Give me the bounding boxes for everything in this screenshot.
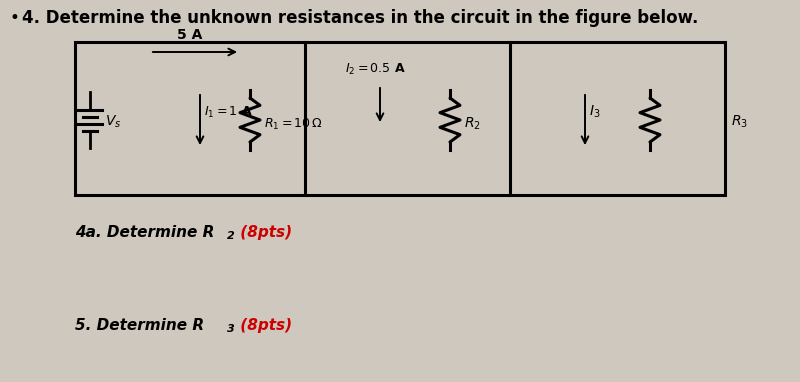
Text: 5 A: 5 A (178, 28, 202, 42)
Text: 4. Determine the unknown resistances in the circuit in the figure below.: 4. Determine the unknown resistances in … (22, 9, 698, 27)
Text: (8pts): (8pts) (235, 225, 292, 240)
Text: 2: 2 (227, 231, 234, 241)
Text: $I_2 = 0.5$ A: $I_2 = 0.5$ A (345, 62, 406, 77)
Text: 3: 3 (227, 324, 234, 334)
Bar (75, 42, 725, 195)
Text: $I_3$: $I_3$ (589, 104, 601, 120)
Text: $I_1 = 1$ A: $I_1 = 1$ A (204, 104, 253, 120)
Text: $R_2$: $R_2$ (464, 116, 481, 132)
Text: $R_1 = 10\,\Omega$: $R_1 = 10\,\Omega$ (264, 117, 323, 131)
Text: 4a. Determine R: 4a. Determine R (75, 225, 214, 240)
Text: $V_s$: $V_s$ (105, 114, 122, 130)
Text: (8pts): (8pts) (235, 318, 292, 333)
Text: •: • (10, 9, 20, 27)
Text: $R_3$: $R_3$ (731, 114, 748, 130)
Text: 5. Determine R: 5. Determine R (75, 318, 204, 333)
